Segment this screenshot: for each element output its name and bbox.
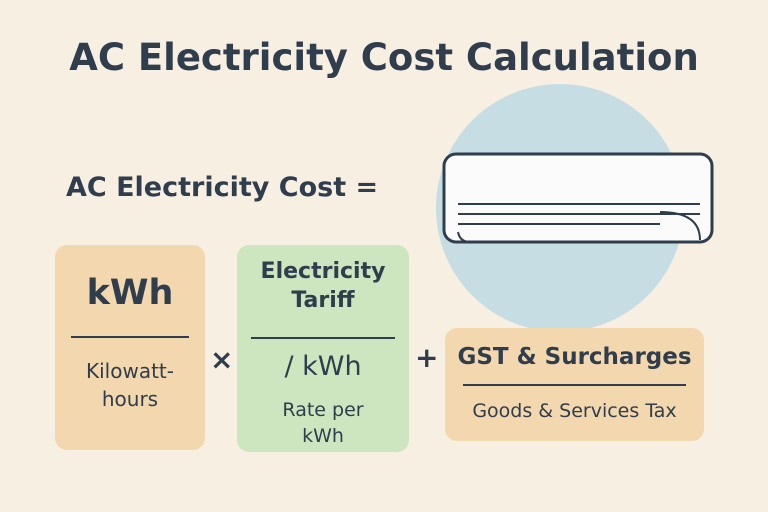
term-box: GST & Surcharges Goods & Services Tax: [445, 328, 704, 441]
formula-lhs: AC Electricity Cost =: [66, 172, 379, 203]
operator: ×: [210, 343, 234, 376]
term-symbol: / kWh: [284, 351, 362, 382]
ac-unit: [442, 152, 714, 244]
title: AC Electricity Cost Calculation: [69, 36, 699, 79]
operator: +: [415, 341, 439, 374]
divider: [71, 336, 189, 338]
term-description: Rate per kWh: [282, 399, 364, 447]
divider: [251, 337, 395, 339]
term-symbol: kWh: [86, 273, 174, 313]
term-description: Goods & Services Tax: [472, 400, 677, 422]
term-label: Electricity Tariff: [260, 259, 386, 313]
term-description: Kilowatt-hours: [86, 359, 174, 411]
term-box: kWh Kilowatt-hours: [55, 245, 205, 450]
term-box: Electricity Tariff / kWh Rate per kWh: [237, 245, 409, 452]
divider: [463, 384, 686, 386]
term-symbol: GST & Surcharges: [457, 344, 692, 370]
